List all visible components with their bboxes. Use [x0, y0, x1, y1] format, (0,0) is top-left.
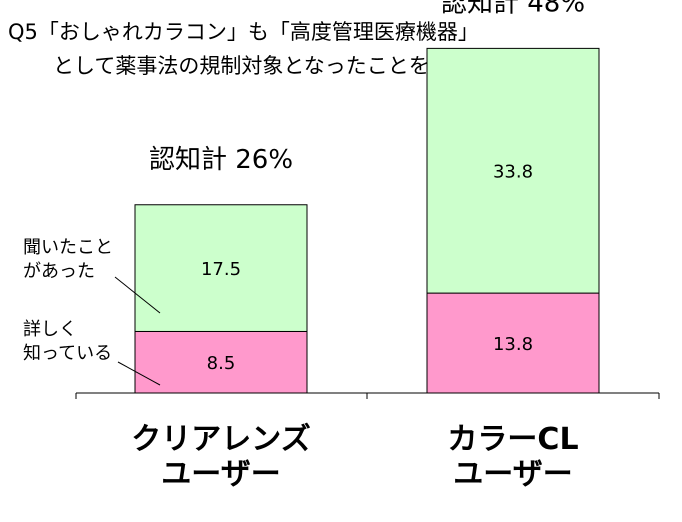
- category-label: ユーザー: [161, 457, 280, 492]
- total-awareness-label: 認知計 26%: [149, 145, 293, 175]
- series-label: 詳しく: [23, 319, 77, 340]
- category-label: クリアレンズ: [131, 422, 310, 457]
- series-label: 聞いたこと: [23, 237, 113, 258]
- bar-segment: [134, 204, 308, 332]
- series-label: があった: [23, 261, 95, 282]
- series-leader-line: [117, 361, 161, 386]
- category-label: ユーザー: [453, 457, 572, 492]
- question-title-line-1: Q5「おしゃれカラコン」も「高度管理医療機器」: [8, 20, 479, 44]
- category-label: カラーCL: [447, 422, 578, 457]
- bar-value-label: 17.5: [201, 259, 241, 280]
- question-title-line-2: として薬事法の規制対象となったことを、: [53, 54, 451, 78]
- bar-value-label: 8.5: [207, 353, 236, 374]
- total-awareness-label: 認知計 48%: [441, 0, 585, 18]
- bar-value-label: 13.8: [493, 334, 533, 355]
- series-leader-line: [114, 276, 161, 314]
- bar-segment: [426, 47, 600, 294]
- series-label: 知っている: [23, 343, 112, 364]
- bar-value-label: 33.8: [493, 162, 533, 183]
- bar-segment: [426, 292, 600, 394]
